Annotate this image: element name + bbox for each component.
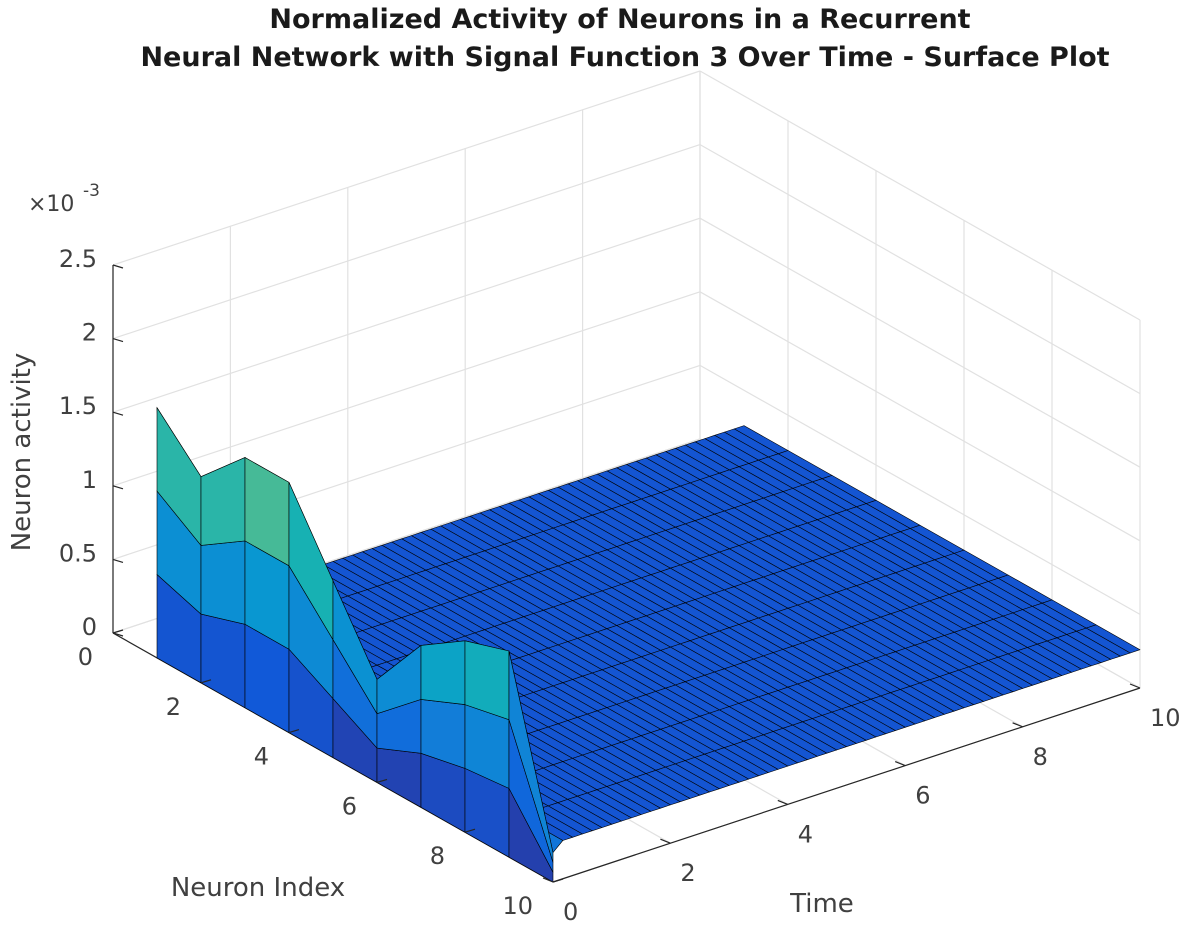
z-exponent-power: -3 (83, 181, 100, 201)
grid-line (699, 291, 1141, 542)
x-tick-label: 10 (1150, 704, 1181, 732)
x-tick-mark (660, 838, 671, 844)
y-tick-label: 8 (430, 842, 445, 870)
x-tick-mark (542, 877, 554, 883)
y-tick-mark (464, 828, 476, 833)
chart-title-line-1: Normalized Activity of Neurons in a Recu… (269, 4, 970, 35)
surface-front-face (200, 540, 246, 625)
z-tick-mark (112, 264, 124, 269)
grid-line (699, 217, 1141, 468)
grid-line (699, 144, 1141, 395)
z-tick-label: 1 (82, 466, 97, 494)
surface-mesh (156, 406, 1141, 883)
y-axis-label: Neuron Index (171, 873, 345, 903)
grid-line (112, 217, 701, 413)
x-tick-label: 4 (798, 820, 813, 848)
axis-line (552, 687, 1141, 883)
z-tick-mark (112, 632, 124, 637)
x-tick-mark (1012, 722, 1023, 728)
z-tick-label: 0.5 (59, 539, 97, 567)
z-exponent-base: ×10 (28, 192, 74, 217)
y-tick-label: 0 (78, 643, 93, 671)
x-axis-label: Time (789, 889, 854, 919)
surface-front-face (200, 457, 246, 546)
y-tick-mark (112, 629, 124, 634)
chart-title-line-2: Neural Network with Signal Function 3 Ov… (140, 42, 1109, 73)
surface-front-face (200, 613, 246, 709)
y-tick-label: 2 (166, 693, 181, 721)
x-tick-mark (894, 761, 906, 767)
z-tick-mark (112, 411, 124, 416)
grid-line (112, 291, 701, 487)
z-tick-mark (112, 558, 124, 563)
y-tick-mark (200, 679, 212, 684)
grid-line (112, 144, 701, 340)
x-tick-mark (777, 799, 789, 805)
surface-front-face (376, 747, 422, 808)
z-tick-label: 2 (82, 319, 97, 347)
y-tick-mark (288, 729, 300, 734)
grid-line (699, 70, 1141, 321)
surface-front-face (508, 650, 554, 863)
z-tick-mark (112, 485, 124, 490)
z-tick-label: 1.5 (59, 392, 97, 420)
x-tick-label: 6 (915, 782, 930, 810)
z-tick-label: 2.5 (59, 245, 97, 273)
tick-labels: 0 2 4 6 8 10 0 2 4 6 8 10 0 0.5 1 1.5 2 2.5 (59, 245, 1181, 926)
y-tick-label: 6 (342, 792, 357, 820)
z-tick-label: 0 (82, 613, 97, 641)
z-tick-mark (112, 338, 124, 343)
z-exponent: ×10 -3 (28, 181, 100, 217)
y-tick-mark (552, 878, 564, 883)
x-tick-label: 2 (680, 859, 695, 887)
z-axis-label: Neuron activity (7, 353, 37, 552)
x-tick-mark (1129, 683, 1141, 689)
y-tick-label: 4 (254, 743, 269, 771)
x-tick-label: 8 (1033, 743, 1048, 771)
grid-line (112, 70, 701, 266)
x-tick-label: 0 (563, 898, 578, 926)
y-tick-label: 10 (502, 892, 533, 920)
grid-line (699, 364, 1141, 615)
surface-front-face (420, 640, 466, 705)
y-tick-mark (376, 778, 388, 783)
